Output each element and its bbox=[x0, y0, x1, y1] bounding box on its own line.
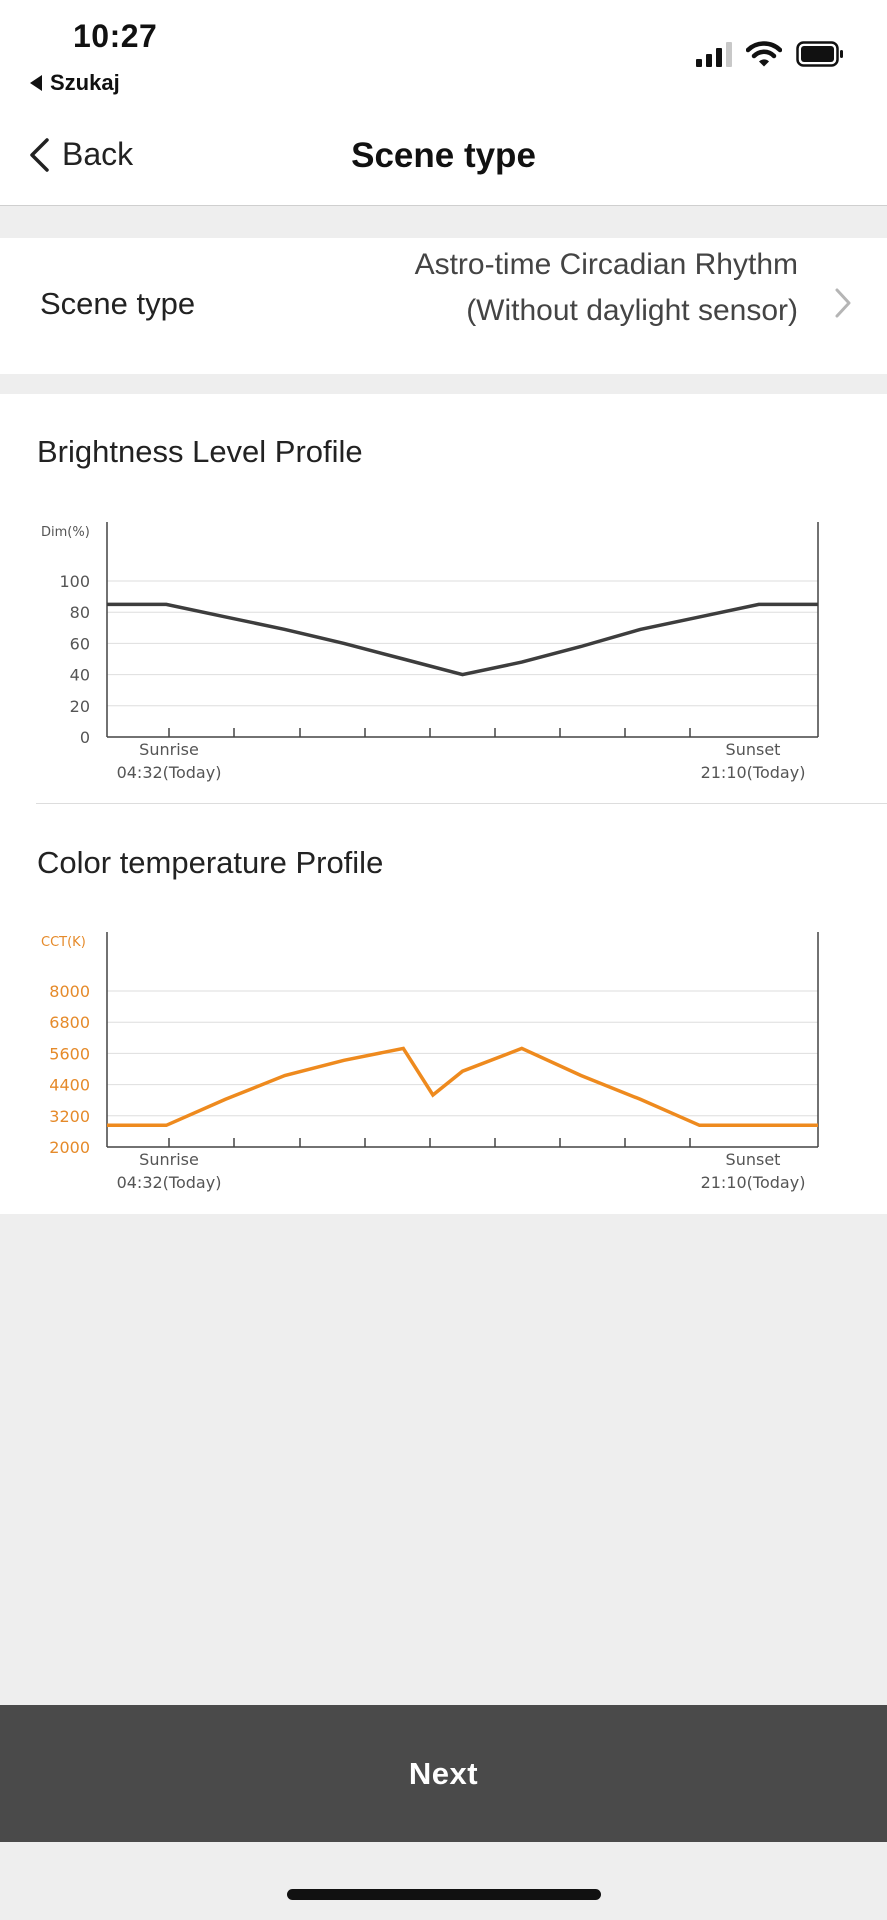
y-tick-label: 40 bbox=[70, 666, 90, 685]
next-button-label: Next bbox=[408, 1755, 479, 1791]
home-indicator bbox=[287, 1889, 601, 1900]
y-tick-label: 6800 bbox=[49, 1013, 90, 1032]
chevron-right-icon bbox=[835, 288, 851, 318]
wifi-icon bbox=[746, 41, 782, 67]
chevron-left-icon bbox=[30, 137, 49, 172]
x-start-time-label: 04:32(Today) bbox=[117, 1173, 222, 1192]
back-to-app-link[interactable]: Szukaj bbox=[30, 70, 120, 96]
y-tick-label: 4400 bbox=[49, 1076, 90, 1095]
y-tick-label: 100 bbox=[59, 572, 90, 591]
y-axis-label: CCT(K) bbox=[41, 935, 86, 950]
back-button-label: Back bbox=[62, 136, 134, 172]
y-tick-label: 80 bbox=[70, 603, 90, 622]
next-button[interactable]: Next bbox=[0, 1705, 887, 1842]
back-button[interactable]: Back bbox=[28, 136, 133, 173]
status-bar: 10:27 Szukaj bbox=[0, 0, 887, 112]
brightness-profile-title: Brightness Level Profile bbox=[37, 434, 363, 469]
scene-type-label: Scene type bbox=[40, 286, 196, 321]
x-start-label: Sunrise bbox=[139, 1150, 199, 1169]
back-to-app-label: Szukaj bbox=[50, 70, 120, 95]
x-start-label: Sunrise bbox=[139, 740, 199, 759]
status-icons bbox=[696, 40, 844, 68]
brightness-profile-chart: 100 80 60 40 20 0 Dim(%) Sunrise 04:32(Today) Sun… bbox=[41, 522, 819, 782]
series-line bbox=[107, 602, 818, 677]
x-start-time-label: 04:32(Today) bbox=[117, 763, 222, 782]
back-triangle-icon bbox=[30, 75, 42, 91]
cellular-signal-icon bbox=[696, 41, 732, 67]
scene-type-value: Astro-time Circadian Rhythm (Without day… bbox=[414, 248, 798, 327]
cct-profile-chart: 8000 6800 5600 4400 3200 2000 CCT(K) Sunrise 04:… bbox=[41, 932, 819, 1192]
y-tick-label: 0 bbox=[80, 728, 90, 747]
y-axis-label: Dim(%) bbox=[41, 525, 90, 540]
y-tick-label: 3200 bbox=[49, 1107, 90, 1126]
scene-type-row[interactable]: Scene type Astro-time Circadian Rhythm (… bbox=[0, 238, 887, 374]
y-tick-label: 60 bbox=[70, 634, 90, 653]
status-time: 10:27 bbox=[73, 18, 158, 54]
series-line bbox=[107, 1046, 818, 1128]
section-divider bbox=[36, 803, 887, 804]
battery-icon bbox=[796, 41, 843, 67]
y-tick-label: 5600 bbox=[49, 1044, 90, 1063]
x-end-time-label: 21:10(Today) bbox=[701, 1173, 806, 1192]
y-tick-label: 20 bbox=[70, 697, 90, 716]
profiles-card: Brightness Level Profile 100 80 60 40 20 0 Dim… bbox=[0, 394, 887, 1214]
y-tick-label: 2000 bbox=[49, 1138, 90, 1157]
x-end-time-label: 21:10(Today) bbox=[701, 763, 806, 782]
y-tick-label: 8000 bbox=[49, 982, 90, 1001]
x-end-label: Sunset bbox=[726, 740, 781, 759]
navigation-bar: Back Scene type bbox=[0, 112, 887, 206]
x-end-label: Sunset bbox=[726, 1150, 781, 1169]
cct-profile-title: Color temperature Profile bbox=[37, 845, 384, 880]
